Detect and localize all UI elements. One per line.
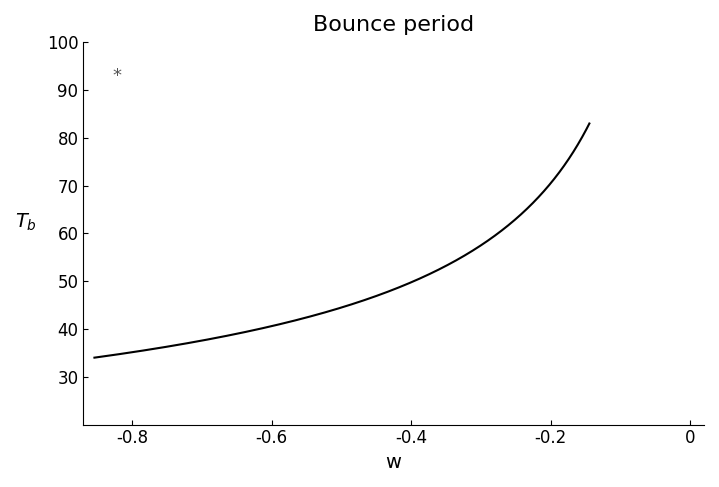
X-axis label: w: w — [385, 453, 402, 472]
Y-axis label: $T_b$: $T_b$ — [15, 212, 37, 233]
Title: Bounce period: Bounce period — [313, 15, 475, 35]
Text: *: * — [112, 67, 122, 85]
